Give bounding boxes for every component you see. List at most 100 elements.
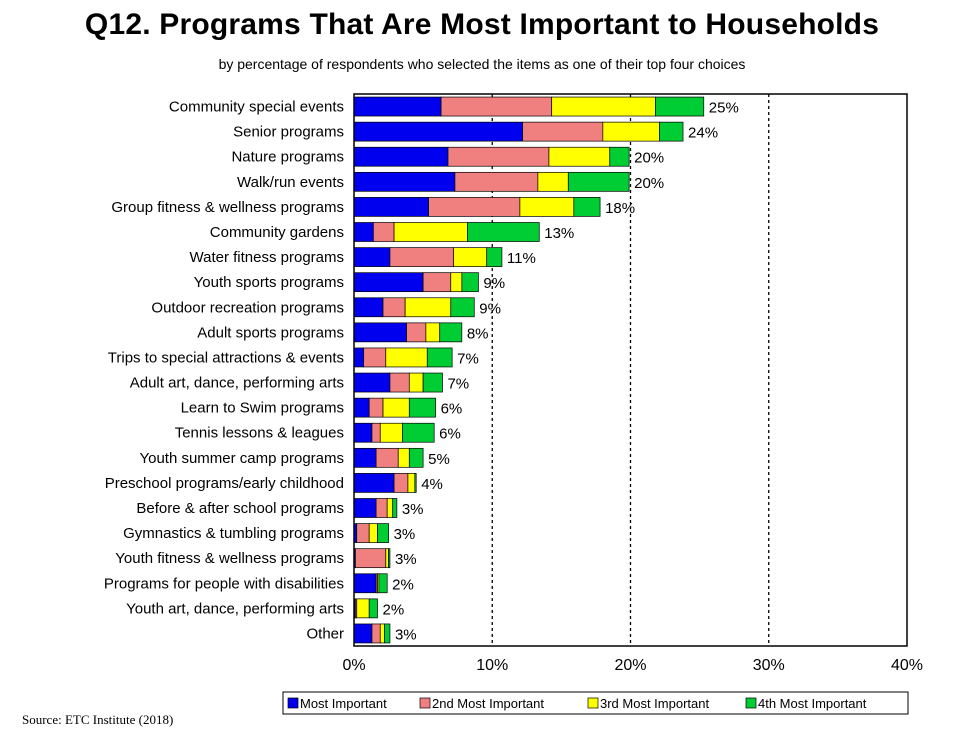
segment-most: [353, 96, 442, 117]
category-label: Programs for people with disabilities: [104, 575, 344, 592]
segment-most: [353, 146, 449, 167]
bar-row: [353, 272, 479, 293]
segment-fourth: [426, 347, 453, 368]
bar-row: [353, 397, 436, 418]
bar-row: [353, 573, 388, 594]
segment-third: [450, 272, 463, 293]
segment-third: [425, 322, 441, 343]
segment-third: [386, 498, 394, 518]
segment-fourth: [392, 498, 398, 518]
value-label: 3%: [395, 551, 417, 568]
segment-fourth: [659, 121, 684, 142]
legend-label: 2nd Most Important: [432, 696, 544, 711]
legend-label: 4th Most Important: [758, 696, 867, 711]
value-label: 8%: [467, 325, 489, 342]
segment-most: [353, 222, 374, 242]
segment-second: [371, 422, 381, 443]
bar-row: [353, 347, 453, 368]
segment-fourth: [408, 447, 424, 468]
segment-third: [397, 447, 410, 468]
segment-third: [385, 347, 428, 368]
value-label: 13%: [544, 225, 574, 242]
segment-fourth: [655, 96, 705, 117]
segment-fourth: [384, 623, 391, 644]
legend-item: Most Important: [287, 696, 387, 711]
segment-third: [385, 548, 389, 569]
bar-row: [353, 422, 435, 443]
category-label: Gymnastics & tumbling programs: [123, 525, 344, 542]
segment-most: [353, 297, 384, 318]
category-label: Youth summer camp programs: [139, 450, 344, 467]
segment-third: [551, 96, 656, 117]
x-tick-label: 30%: [753, 657, 785, 674]
x-tick-label: 20%: [614, 657, 646, 674]
chart-subtitle: by percentage of respondents who selecte…: [218, 56, 746, 72]
category-label: Adult sports programs: [197, 324, 344, 341]
segment-fourth: [422, 372, 443, 393]
legend-swatch: [419, 697, 431, 709]
segment-fourth: [461, 272, 479, 293]
segment-fourth: [567, 171, 630, 192]
category-label: Youth sports programs: [194, 274, 344, 291]
segment-third: [407, 473, 416, 493]
segment-most: [353, 498, 377, 518]
segment-second: [454, 171, 539, 192]
value-label: 3%: [395, 626, 417, 643]
segment-third: [368, 523, 378, 543]
segment-second: [375, 447, 399, 468]
bar-row: [353, 523, 389, 543]
segment-fourth: [450, 297, 475, 318]
segment-fourth: [467, 222, 540, 242]
segment-fourth: [388, 548, 391, 569]
bar-row: [353, 623, 391, 644]
plot-frame: [353, 93, 908, 647]
value-labels: 25%24%20%20%18%13%11%9%9%8%7%7%6%6%5%4%3…: [383, 100, 739, 644]
value-label: 18%: [605, 200, 635, 217]
category-label: Youth fitness & wellness programs: [115, 550, 344, 567]
category-label: Nature programs: [231, 149, 344, 166]
segment-second: [382, 297, 406, 318]
segment-second: [373, 222, 395, 242]
chart-title: Q12. Programs That Are Most Important to…: [84, 8, 880, 41]
category-label: Youth art, dance, performing arts: [126, 600, 344, 617]
segment-third: [379, 623, 385, 644]
segment-second: [355, 548, 387, 569]
segment-most: [353, 171, 456, 192]
segment-second: [393, 473, 409, 493]
segment-third: [408, 372, 424, 393]
segment-most: [353, 347, 365, 368]
segment-second: [368, 397, 384, 418]
category-label: Walk/run events: [237, 174, 344, 191]
value-label: 7%: [457, 350, 479, 367]
category-label: Senior programs: [233, 124, 344, 141]
legend-swatch: [745, 697, 757, 709]
segment-fourth: [439, 322, 463, 343]
x-tick-label: 0%: [342, 657, 365, 674]
x-axis-ticks: 0% 10% 20% 30% 40%: [342, 657, 923, 674]
legend-swatch: [287, 697, 299, 709]
segment-second: [371, 623, 381, 644]
segment-fourth: [414, 473, 417, 493]
segment-fourth: [408, 397, 436, 418]
category-label: Adult art, dance, performing arts: [130, 375, 344, 392]
x-tick-label: 10%: [476, 657, 508, 674]
value-label: 25%: [709, 100, 739, 117]
segment-fourth: [378, 573, 388, 594]
category-labels: Community special events Senior programs N…: [104, 99, 344, 643]
segment-second: [447, 146, 550, 167]
segment-third: [519, 197, 575, 217]
bar-row: [353, 297, 475, 318]
segment-third: [393, 222, 468, 242]
x-tick-label: 40%: [891, 657, 923, 674]
category-label: Preschool programs/early childhood: [105, 475, 344, 492]
value-label: 7%: [447, 376, 469, 393]
segment-most: [353, 322, 407, 343]
value-label: 5%: [428, 451, 450, 468]
value-label: 6%: [441, 401, 463, 418]
segment-second: [440, 96, 553, 117]
segment-second: [522, 121, 604, 142]
bar-row: [353, 247, 503, 267]
value-label: 4%: [421, 476, 443, 493]
segment-second: [363, 347, 387, 368]
